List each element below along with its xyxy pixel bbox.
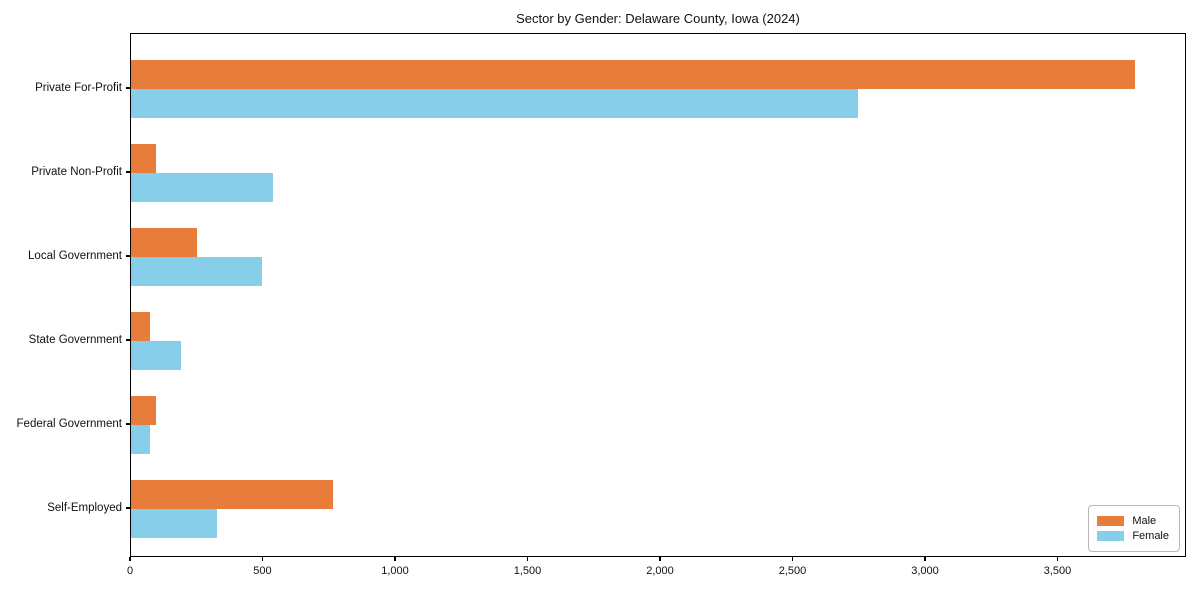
x-tick-mark bbox=[129, 557, 131, 561]
chart-title: Sector by Gender: Delaware County, Iowa … bbox=[516, 11, 800, 26]
y-tick-mark bbox=[126, 171, 130, 173]
legend-swatch-icon bbox=[1097, 516, 1125, 526]
y-tick-mark bbox=[126, 255, 130, 257]
x-tick-label: 500 bbox=[253, 565, 272, 577]
y-tick-mark bbox=[126, 507, 130, 509]
y-tick-label: Self-Employed bbox=[47, 502, 122, 514]
y-tick-mark bbox=[126, 339, 130, 341]
x-tick-label: 1,500 bbox=[513, 565, 542, 577]
y-tick-mark bbox=[126, 423, 130, 425]
x-tick-label: 1,000 bbox=[381, 565, 409, 577]
x-tick-mark bbox=[924, 557, 926, 561]
x-tick-label: 3,500 bbox=[1043, 565, 1072, 577]
bar-male-4 bbox=[131, 312, 150, 341]
y-tick-label: Private Non-Profit bbox=[31, 166, 122, 178]
x-tick-mark bbox=[526, 557, 529, 561]
x-tick-mark bbox=[394, 557, 396, 561]
y-tick-label: Local Government bbox=[28, 250, 122, 262]
x-tick-label: 0 bbox=[126, 565, 134, 577]
plot-area: Male Female bbox=[130, 33, 1186, 557]
x-tick-label: 2,500 bbox=[778, 565, 807, 577]
bar-female-6 bbox=[131, 509, 217, 538]
y-tick-label: Federal Government bbox=[16, 418, 122, 430]
bar-male-6 bbox=[131, 480, 334, 509]
bar-male-2 bbox=[131, 144, 157, 173]
x-tick-mark bbox=[791, 557, 794, 561]
legend-label: Male bbox=[1132, 515, 1157, 527]
bar-female-1 bbox=[131, 89, 859, 118]
bar-female-4 bbox=[131, 341, 182, 370]
x-tick-label: 2,000 bbox=[646, 565, 674, 577]
bar-female-2 bbox=[131, 173, 273, 202]
x-tick-mark bbox=[1056, 557, 1059, 561]
legend: Male Female bbox=[1088, 505, 1180, 552]
y-tick-mark bbox=[126, 87, 130, 89]
bar-male-3 bbox=[131, 228, 198, 257]
legend-item-male: Male bbox=[1097, 515, 1169, 527]
bar-female-3 bbox=[131, 257, 262, 286]
x-tick-mark bbox=[659, 557, 661, 561]
legend-item-female: Female bbox=[1097, 530, 1169, 542]
bar-female-5 bbox=[131, 425, 150, 454]
legend-label: Female bbox=[1132, 530, 1169, 542]
x-tick-label: 3,000 bbox=[911, 565, 939, 577]
y-tick-label: Private For-Profit bbox=[35, 82, 122, 94]
bar-male-1 bbox=[131, 60, 1135, 89]
x-tick-mark bbox=[261, 557, 264, 561]
bar-male-5 bbox=[131, 396, 157, 425]
legend-swatch-icon bbox=[1097, 531, 1125, 541]
y-tick-label: State Government bbox=[28, 334, 122, 346]
